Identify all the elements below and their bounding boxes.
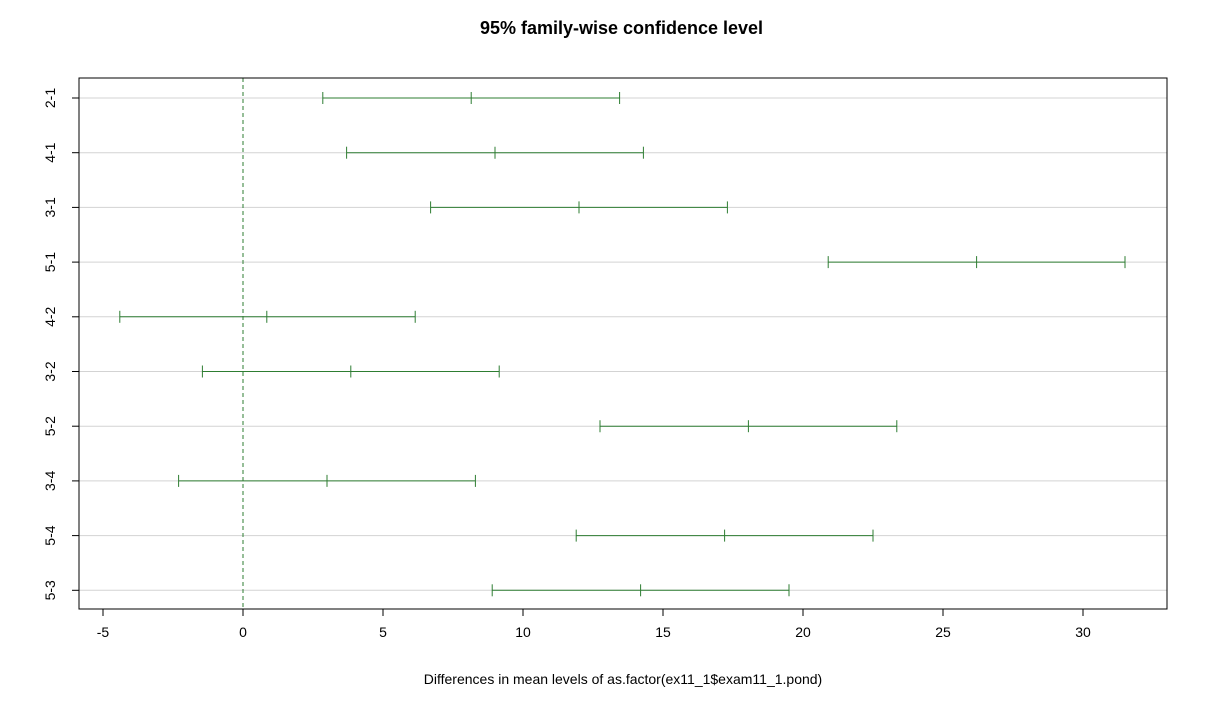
y-tick-label-5-4: 5-4: [42, 525, 58, 545]
y-tick-label-4-1: 4-1: [42, 142, 58, 162]
grid-layer: [79, 97, 1167, 591]
y-tick-label-4-2: 4-2: [42, 306, 58, 326]
plot-frame: [78, 77, 1168, 610]
y-tick-label-3-2: 3-2: [42, 361, 58, 381]
y-axis: 2-1 4-1 3-1 5-1 4-2 3-2 5-2 3-4 5-4 5-3: [42, 88, 79, 600]
x-tick-label-5: 5: [379, 624, 387, 640]
x-tick-label-0: 0: [239, 624, 247, 640]
y-tick-label-2-1: 2-1: [42, 88, 58, 108]
x-tick-label-30: 30: [1075, 624, 1091, 640]
x-axis-label: Differences in mean levels of as.factor(…: [424, 671, 822, 687]
y-tick-label-5-3: 5-3: [42, 580, 58, 600]
y-tick-label-3-4: 3-4: [42, 471, 58, 491]
x-tick-label-25: 25: [935, 624, 951, 640]
x-tick-label-15: 15: [655, 624, 671, 640]
x-tick-label--5: -5: [97, 624, 110, 640]
chart-title: 95% family-wise confidence level: [479, 18, 764, 38]
x-axis: -5 0 5 10 15 20 25 30: [97, 608, 1091, 640]
x-tick-label-20: 20: [795, 624, 811, 640]
y-tick-label-3-1: 3-1: [42, 197, 58, 217]
interval-layer: [119, 92, 1126, 597]
y-tick-label-5-1: 5-1: [42, 252, 58, 272]
y-tick-label-5-2: 5-2: [42, 416, 58, 436]
x-tick-label-10: 10: [515, 624, 531, 640]
